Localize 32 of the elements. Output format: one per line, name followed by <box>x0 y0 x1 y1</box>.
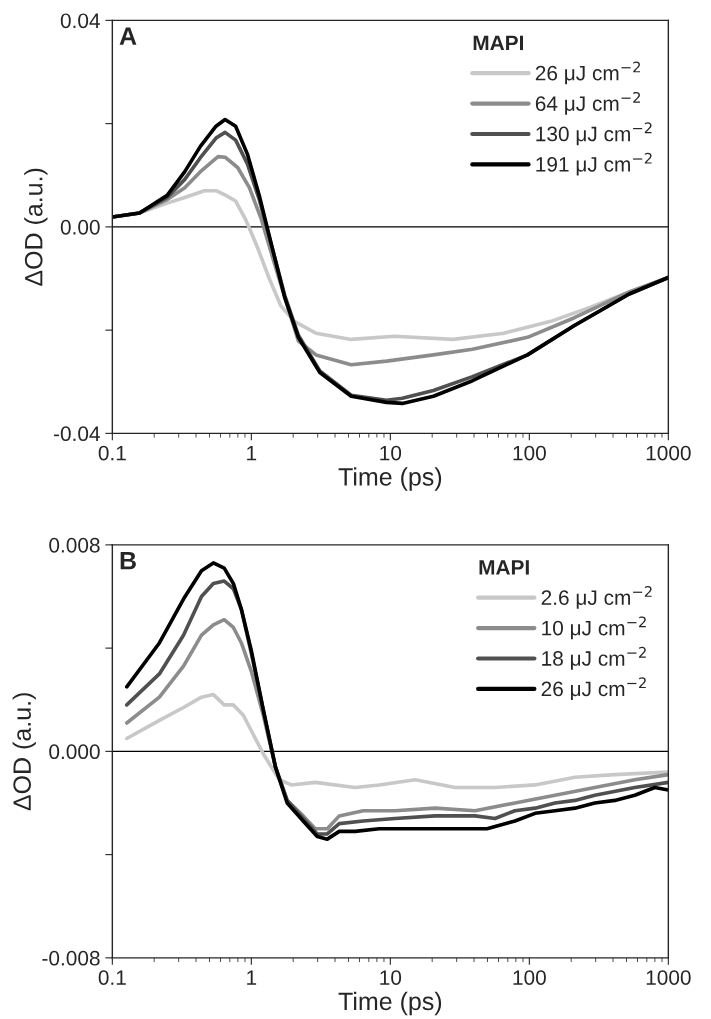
annotation: B <box>120 551 136 570</box>
y-axis-title: ΔOD (a.u.) <box>24 168 48 286</box>
x-tick-label: 1000 <box>646 970 691 985</box>
x-tick-label: 1000 <box>646 445 691 461</box>
x-axis-title: Time (ps) <box>338 467 442 491</box>
x-tick-label: 0.1 <box>98 445 126 461</box>
x-tick-label: 1 <box>247 445 257 461</box>
legend-title: MAPI <box>473 35 523 51</box>
y-tick-label: 0.008 <box>49 537 100 553</box>
legend-title: MAPI <box>479 560 529 575</box>
y-tick-label: -0.04 <box>53 426 100 442</box>
y-axis-title: ΔOD (a.u.) <box>12 693 36 811</box>
legend-label: 18 μJ cm$^{−2}$ <box>542 646 646 670</box>
y-tick-label: 0.00 <box>60 219 100 235</box>
y-tick-label: 0.04 <box>60 13 100 29</box>
annotation: A <box>119 27 137 45</box>
legend-label: 191 μJ cm$^{−2}$ <box>536 152 652 176</box>
legend-label: 26 μJ cm$^{−2}$ <box>541 677 646 701</box>
x-tick-label: 10 <box>380 445 402 461</box>
legend-label: 64 μJ cm$^{−2}$ <box>535 91 640 115</box>
legend-label: 2.6 μJ cm$^{−2}$ <box>541 586 652 609</box>
x-tick-label: 0.1 <box>98 970 126 985</box>
x-tick-label: 100 <box>513 970 546 985</box>
x-tick-label: 10 <box>380 970 402 985</box>
x-axis-title: Time (ps) <box>338 991 442 1016</box>
x-tick-label: 1 <box>247 970 257 985</box>
legend-label: 130 μJ cm$^{−2}$ <box>536 122 652 146</box>
legend-label: 26 μJ cm$^{−2}$ <box>535 61 640 85</box>
x-tick-label: 100 <box>513 445 546 461</box>
y-tick-label: -0.008 <box>42 950 100 966</box>
legend-label: 10 μJ cm$^{−2}$ <box>542 616 646 640</box>
y-tick-label: 0.000 <box>49 744 100 760</box>
